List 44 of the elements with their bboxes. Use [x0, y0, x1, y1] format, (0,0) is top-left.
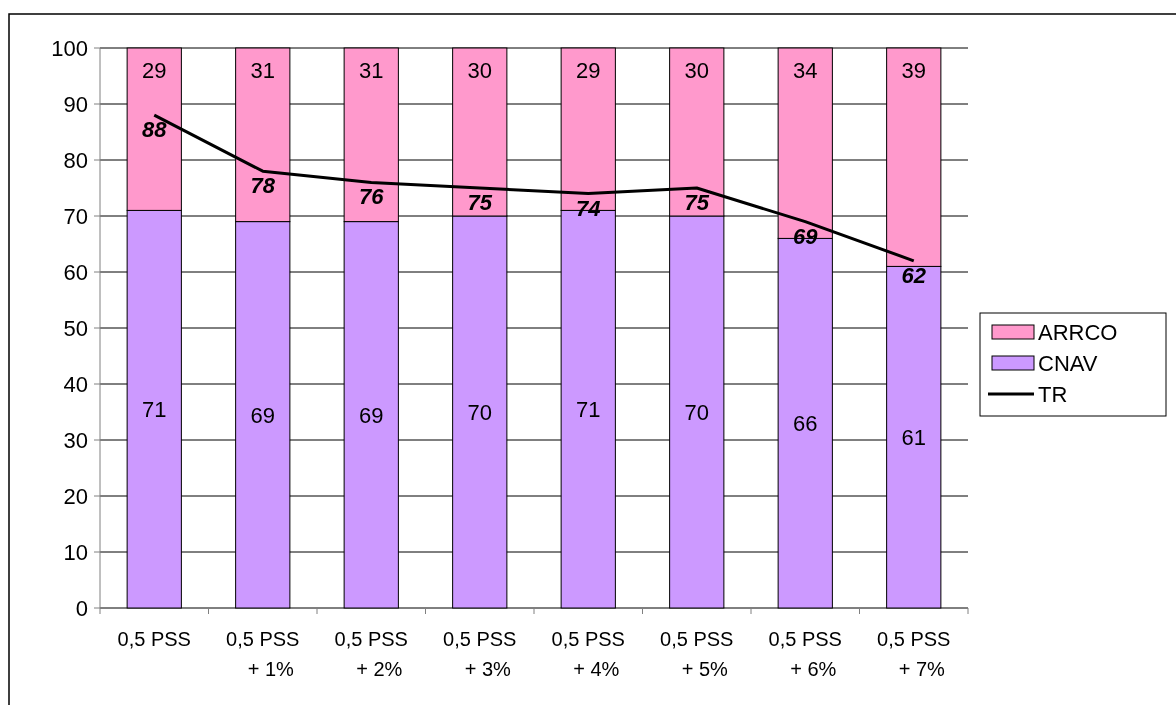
- y-tick-label: 10: [63, 540, 88, 565]
- data-label: 69: [359, 402, 384, 428]
- y-tick-label: 50: [63, 316, 88, 341]
- data-label: 39: [901, 58, 926, 83]
- x-tick-label: 0,5 PSS + 7%: [877, 628, 951, 680]
- data-label: 70: [684, 400, 709, 425]
- data-label: 69: [250, 402, 275, 428]
- y-tick-label: 20: [63, 484, 88, 509]
- y-tick-label: 90: [63, 92, 88, 117]
- data-label: 30: [467, 58, 492, 83]
- data-label: 75: [467, 190, 493, 215]
- data-label: 66: [793, 411, 818, 437]
- data-label: 31: [359, 58, 384, 83]
- data-label: 75: [684, 190, 710, 215]
- x-tick-label: 0,5 PSS + 4%: [551, 628, 625, 680]
- x-tick-label: 0,5 PSS + 1%: [226, 628, 300, 680]
- data-label: 31: [250, 58, 275, 83]
- legend-label: TR: [1038, 382, 1068, 407]
- data-label: 61: [901, 425, 926, 451]
- y-tick-label: 40: [63, 372, 88, 397]
- y-tick-label: 70: [63, 204, 88, 229]
- data-label: 34: [793, 58, 818, 83]
- data-label: 29: [576, 58, 601, 83]
- data-label: 71: [576, 397, 601, 423]
- legend-label: CNAV: [1038, 351, 1098, 376]
- y-tick-label: 60: [63, 260, 88, 285]
- legend-label: ARRCO: [1038, 320, 1118, 345]
- x-tick-label: 0,5 PSS + 5%: [660, 628, 734, 680]
- y-tick-label: 80: [63, 148, 88, 173]
- data-label: 88: [142, 117, 168, 143]
- data-label: 70: [467, 400, 492, 425]
- y-tick-label: 30: [63, 428, 88, 453]
- data-label: 30: [684, 58, 709, 83]
- y-tick-label: 100: [51, 36, 88, 61]
- data-label: 62: [901, 262, 927, 288]
- y-tick-label: 0: [75, 596, 88, 621]
- data-label: 29: [142, 58, 167, 83]
- data-label: 78: [250, 173, 276, 199]
- data-label: 71: [142, 397, 167, 423]
- data-label: 76: [359, 184, 385, 210]
- x-tick-label: 0,5 PSS + 6%: [768, 628, 842, 680]
- x-tick-label: 0,5 PSS + 2%: [334, 628, 408, 680]
- x-tick-label: 0,5 PSS: [117, 628, 191, 650]
- x-tick-label: 0,5 PSS + 3%: [443, 628, 517, 680]
